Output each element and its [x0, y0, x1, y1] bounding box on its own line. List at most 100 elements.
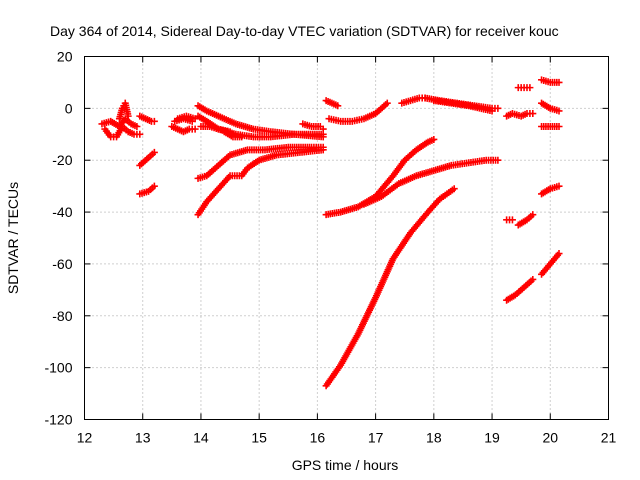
data-point — [143, 155, 151, 163]
series-arc-u — [430, 97, 496, 115]
series-arc-p — [299, 120, 327, 133]
series-arc-f — [136, 182, 158, 198]
data-point — [358, 115, 366, 123]
data-point — [254, 157, 262, 165]
data-point — [125, 118, 133, 126]
y-tick-label: -40 — [52, 204, 72, 220]
data-point — [492, 156, 500, 164]
y-tick-label: -100 — [44, 360, 72, 376]
x-tick-label: 19 — [484, 430, 500, 446]
series-arc-v — [503, 110, 537, 120]
data-point — [382, 101, 390, 109]
y-tick-labels: -120 -100 -80 -60 -40 -20 0 20 — [44, 49, 72, 428]
data-point — [388, 257, 396, 265]
data-point — [236, 133, 244, 141]
data-point — [247, 125, 255, 133]
y-tick-label: 0 — [65, 100, 73, 116]
data-point — [375, 193, 383, 201]
data-point — [110, 133, 118, 141]
y-tick-label: 20 — [57, 49, 73, 65]
data-point — [410, 173, 418, 181]
data-point — [183, 126, 191, 134]
y-axis-title: SDTVAR / TECUs — [5, 182, 21, 294]
data-point — [332, 101, 340, 109]
data-point — [140, 114, 148, 122]
data-point — [314, 123, 322, 131]
data-point — [124, 110, 132, 118]
x-tick-label: 18 — [426, 430, 442, 446]
data-point — [393, 181, 401, 189]
data-point — [448, 186, 456, 194]
data-point — [371, 295, 379, 303]
data-point — [201, 172, 209, 180]
data-point — [554, 251, 562, 259]
data-point — [148, 184, 156, 192]
y-tick-label: -20 — [52, 152, 72, 168]
data-point — [422, 139, 430, 147]
data-point — [235, 172, 243, 180]
series-arc-ad — [538, 182, 563, 198]
series-arc-h — [168, 123, 199, 136]
series-arc-m — [220, 128, 246, 141]
data-point — [201, 106, 209, 114]
data-point — [404, 97, 412, 105]
data-point — [148, 150, 156, 158]
series-arc-ac — [538, 123, 563, 131]
x-tick-label: 13 — [135, 430, 151, 446]
data-point — [445, 162, 453, 170]
data-point — [212, 124, 220, 132]
data-point — [271, 152, 279, 160]
series-arc-af — [514, 211, 537, 229]
data-point — [486, 106, 494, 114]
data-point — [353, 332, 361, 340]
data-point — [212, 111, 220, 119]
data-point — [317, 146, 325, 154]
data-point — [428, 167, 436, 175]
data-point — [224, 153, 232, 161]
data-point — [131, 122, 139, 130]
data-point — [545, 186, 553, 194]
chart-title: Day 364 of 2014, Sidereal Day-to-day VTE… — [50, 23, 559, 39]
data-point — [428, 136, 436, 144]
series-arc-o — [194, 146, 327, 219]
data-point — [553, 123, 561, 131]
series-arc-d — [136, 112, 158, 125]
series-arc-z — [514, 84, 534, 92]
data-point — [133, 130, 141, 138]
series-arc-n — [194, 143, 327, 182]
data-point — [553, 106, 561, 114]
series-arc-q — [322, 97, 342, 110]
series-arc-r — [325, 99, 391, 125]
data-point — [553, 183, 561, 191]
data-point — [506, 216, 514, 224]
series-arc-y — [322, 185, 458, 390]
series-arc-b — [101, 123, 144, 141]
data-point — [523, 84, 531, 92]
series-arc-c — [115, 99, 132, 123]
series-arc-e — [136, 148, 158, 169]
x-tick-label: 20 — [542, 430, 558, 446]
grid — [84, 56, 609, 420]
data-point — [326, 98, 334, 106]
x-tick-label: 15 — [251, 430, 267, 446]
data-point — [352, 203, 360, 211]
x-tick-label: 17 — [368, 430, 384, 446]
data-point — [370, 110, 378, 118]
data-point — [545, 103, 553, 111]
data-point — [319, 125, 327, 133]
data-point — [188, 125, 196, 133]
x-tick-label: 21 — [601, 430, 617, 446]
data-point — [335, 208, 343, 216]
data-point — [526, 110, 534, 118]
y-tick-label: -80 — [52, 308, 72, 324]
data-point — [150, 117, 158, 125]
data-point — [225, 173, 233, 181]
series-arc-x — [360, 156, 502, 208]
series-arc-ae — [538, 250, 563, 278]
data-point — [142, 188, 150, 196]
series-arc-ag — [503, 216, 516, 224]
x-tick-label: 14 — [193, 430, 209, 446]
series-arc-s — [398, 94, 429, 107]
data-point — [527, 277, 535, 285]
